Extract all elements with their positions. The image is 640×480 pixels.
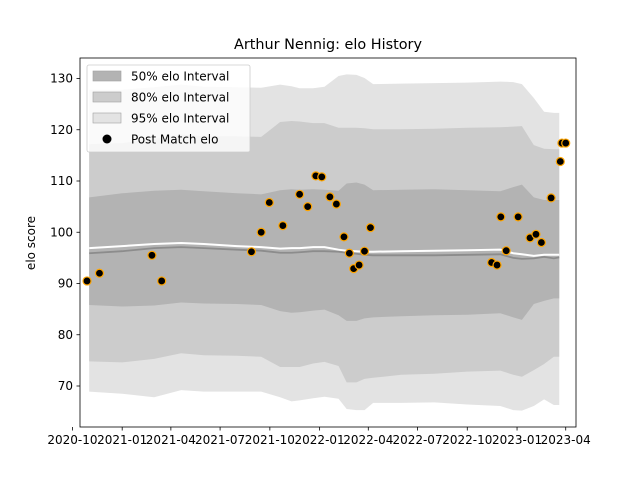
post-match-point — [157, 276, 167, 286]
y-axis-label: elo score — [24, 216, 38, 270]
interval-bands — [89, 74, 560, 411]
legend: 50% elo Interval 80% elo Interval 95% elo … — [86, 64, 251, 153]
x-tick-label: 2022-04 — [343, 433, 393, 447]
x-tick-label: 2022-01 — [295, 433, 345, 447]
x-tick-label: 2021-07 — [195, 433, 245, 447]
chart-title: Arthur Nennig: elo History — [234, 37, 422, 53]
post-match-point — [344, 248, 354, 258]
y-tick-label: 110 — [50, 174, 73, 188]
post-match-point — [325, 192, 335, 202]
post-match-point — [147, 250, 157, 260]
x-tick-label: 2020-10 — [47, 433, 97, 447]
y-tick-label: 100 — [50, 225, 73, 239]
post-match-point — [317, 172, 327, 182]
legend-swatch-band80 — [92, 91, 122, 103]
post-match-points — [82, 138, 571, 286]
legend-swatch-band50 — [92, 70, 122, 82]
legend-swatch-points — [102, 134, 112, 144]
post-match-point — [531, 229, 541, 239]
x-tick-label: 2023-01 — [492, 433, 542, 447]
y-tick-label: 90 — [58, 277, 73, 291]
legend-swatch-band95 — [92, 112, 122, 124]
x-tick-label: 2021-01 — [97, 433, 147, 447]
y-tick-label: 80 — [58, 328, 73, 342]
post-match-point — [94, 268, 105, 278]
x-tick-label: 2021-10 — [245, 433, 295, 447]
post-match-point — [546, 193, 556, 203]
post-match-point — [496, 212, 506, 222]
post-match-point — [536, 237, 546, 248]
x-tick-label: 2021-04 — [146, 433, 196, 447]
post-match-point — [256, 227, 266, 237]
post-match-point — [303, 202, 313, 212]
post-match-point — [264, 197, 274, 208]
legend-label-points: Post Match elo — [131, 133, 218, 147]
y-axis: 70 80 90 100 110 120 130 — [50, 72, 80, 393]
y-tick-label: 130 — [50, 72, 73, 86]
x-tick-label: 2022-07 — [392, 433, 442, 447]
post-match-point — [365, 223, 376, 233]
legend-label-band80: 80% elo Interval — [131, 91, 229, 105]
post-match-point — [513, 212, 523, 222]
legend-box — [86, 64, 251, 153]
post-match-point — [339, 232, 349, 242]
post-match-point — [501, 246, 511, 256]
post-match-point — [278, 220, 288, 231]
post-match-point — [331, 199, 341, 209]
post-match-point — [359, 246, 370, 256]
legend-label-band50: 50% elo Interval — [131, 70, 229, 84]
post-match-point — [555, 156, 565, 167]
x-tick-label: 2023-04 — [541, 433, 591, 447]
post-match-point — [246, 247, 257, 257]
y-tick-label: 70 — [58, 379, 73, 393]
y-tick-label: 120 — [50, 123, 73, 137]
x-tick-label: 2022-10 — [442, 433, 492, 447]
post-match-point — [561, 138, 571, 148]
post-match-point — [295, 189, 305, 199]
plot-area-frame — [79, 57, 577, 428]
legend-label-band95: 95% elo Interval — [131, 112, 229, 126]
post-match-point — [354, 260, 364, 270]
post-match-point — [492, 260, 502, 270]
post-match-point — [82, 276, 92, 286]
